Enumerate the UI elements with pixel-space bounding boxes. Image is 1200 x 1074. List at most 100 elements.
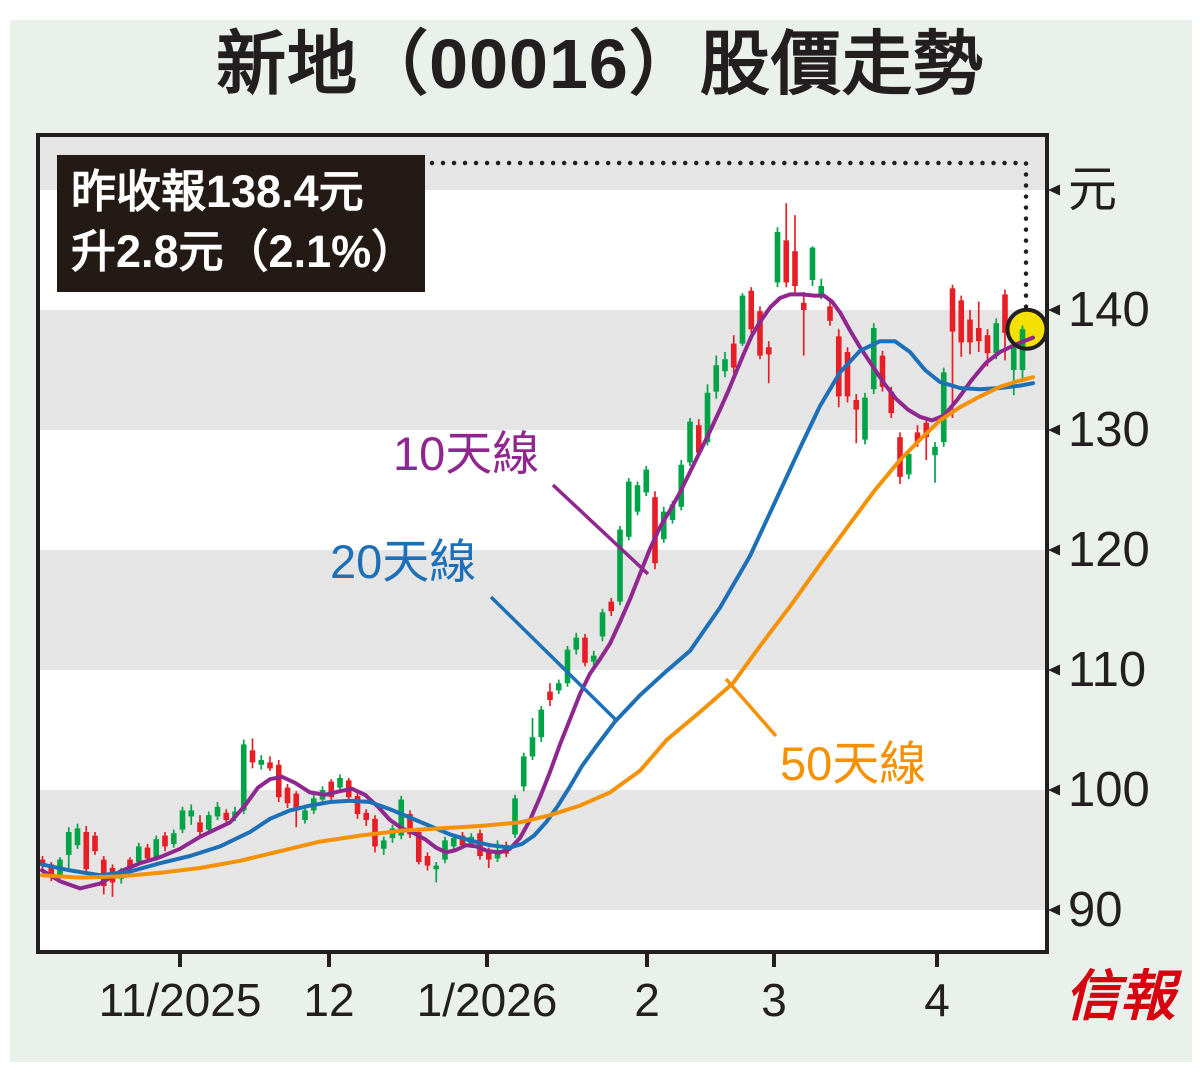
- x-axis-label-apr: 4: [924, 974, 950, 1026]
- candle-body: [940, 372, 947, 442]
- y-axis-unit-label: 元: [1068, 163, 1118, 217]
- y-axis-label-130: 130: [1068, 403, 1150, 457]
- candle-body: [380, 840, 387, 849]
- y-axis-tick: [1048, 904, 1060, 916]
- candle-body: [608, 601, 615, 612]
- ma50-label: 50天線: [780, 737, 927, 790]
- candle-body: [669, 504, 676, 520]
- candle-body: [494, 850, 501, 859]
- candle-body: [888, 391, 895, 414]
- candle-body: [835, 336, 842, 397]
- candle-body: [223, 812, 230, 820]
- candle-body: [993, 323, 1000, 354]
- ma10-label: 10天線: [393, 427, 540, 480]
- candle-body: [450, 838, 457, 847]
- candle-body: [905, 454, 912, 475]
- x-axis-tick: [327, 954, 331, 967]
- plot-border: [36, 133, 1049, 954]
- candle-body: [564, 649, 571, 684]
- candle-body: [923, 422, 930, 438]
- candle-body: [695, 425, 702, 453]
- candle-body: [83, 832, 90, 870]
- candle-body: [433, 865, 440, 870]
- x-axis-label-feb: 2: [634, 974, 660, 1026]
- highlight-disc: [1007, 309, 1047, 349]
- candle-body: [398, 799, 405, 836]
- candle-body: [512, 798, 518, 835]
- candle-body: [92, 835, 98, 852]
- candle-body: [240, 744, 247, 811]
- candle-body: [870, 328, 877, 390]
- candle-body: [774, 232, 781, 283]
- candle-body: [879, 355, 886, 387]
- candle-body: [739, 295, 746, 344]
- candle-body: [214, 806, 221, 817]
- hkej-logo: 信報: [1064, 963, 1175, 1028]
- candle-body: [617, 529, 623, 602]
- candle-body: [967, 319, 973, 343]
- x-axis-tick: [178, 954, 182, 967]
- candle-body: [914, 432, 921, 442]
- candle-body: [652, 497, 658, 564]
- candle-body: [590, 655, 597, 662]
- candle-body: [170, 833, 177, 844]
- candle-body: [293, 793, 300, 811]
- candle-body: [135, 846, 142, 862]
- last-close-text: 昨收報138.4元: [71, 166, 364, 217]
- candle-body: [127, 859, 133, 867]
- ma50-callout-line: [724, 677, 778, 738]
- candle-body: [485, 851, 492, 860]
- y-axis-tick: [1048, 664, 1060, 676]
- ma10-callout-line: [551, 483, 650, 576]
- y-axis-tick: [1048, 424, 1060, 436]
- ma50-line: [40, 375, 1035, 880]
- candle-body: [1002, 294, 1008, 333]
- candle-body: [844, 352, 851, 397]
- candle-body: [800, 302, 807, 310]
- candle-body: [205, 815, 212, 830]
- candle-body: [407, 814, 413, 835]
- candle-body: [932, 446, 938, 456]
- y-axis-label-140: 140: [1068, 283, 1150, 337]
- candle-body: [267, 762, 273, 769]
- candle-body: [144, 847, 151, 859]
- ma20-label: 20天線: [330, 535, 477, 588]
- candle-body: [284, 787, 291, 804]
- ma20-line: [40, 339, 1035, 878]
- y-axis-label-110: 110: [1068, 643, 1147, 697]
- candle-body: [783, 240, 790, 283]
- candle-body: [827, 306, 833, 321]
- dotted-leader-line: [429, 160, 1029, 310]
- candle-body: [722, 359, 728, 372]
- x-axis-label-nov2025: 11/2025: [98, 974, 262, 1026]
- candle-body: [757, 311, 763, 356]
- candle-body: [599, 612, 606, 637]
- candle-body: [1010, 347, 1017, 370]
- candle-body: [984, 335, 991, 354]
- candle-body: [520, 756, 527, 787]
- y-axis-tick: [1048, 304, 1060, 316]
- y-axis-tick: [1048, 544, 1060, 556]
- candle-body: [415, 832, 422, 862]
- candle-body: [48, 864, 55, 876]
- price-band-stripe: [38, 310, 1047, 430]
- candle-body: [555, 683, 562, 691]
- y-axis-tick: [1048, 784, 1060, 796]
- candle-body: [547, 691, 553, 700]
- candle-body: [459, 835, 466, 846]
- candle-body: [897, 437, 903, 477]
- change-text: 升2.8元（2.1%）: [71, 226, 417, 277]
- candle-body: [162, 835, 168, 847]
- ma10-line: [40, 292, 1035, 891]
- candle-body: [328, 781, 335, 798]
- x-axis-tick: [772, 954, 776, 967]
- x-axis-label-mar: 3: [761, 974, 787, 1026]
- candle-body: [188, 810, 195, 817]
- candle-body: [354, 796, 361, 814]
- y-axis-label-120: 120: [1068, 523, 1150, 577]
- price-band-stripe: [38, 790, 1047, 910]
- candle-body: [704, 392, 711, 442]
- candle-body: [730, 343, 737, 368]
- candle-body: [65, 832, 72, 855]
